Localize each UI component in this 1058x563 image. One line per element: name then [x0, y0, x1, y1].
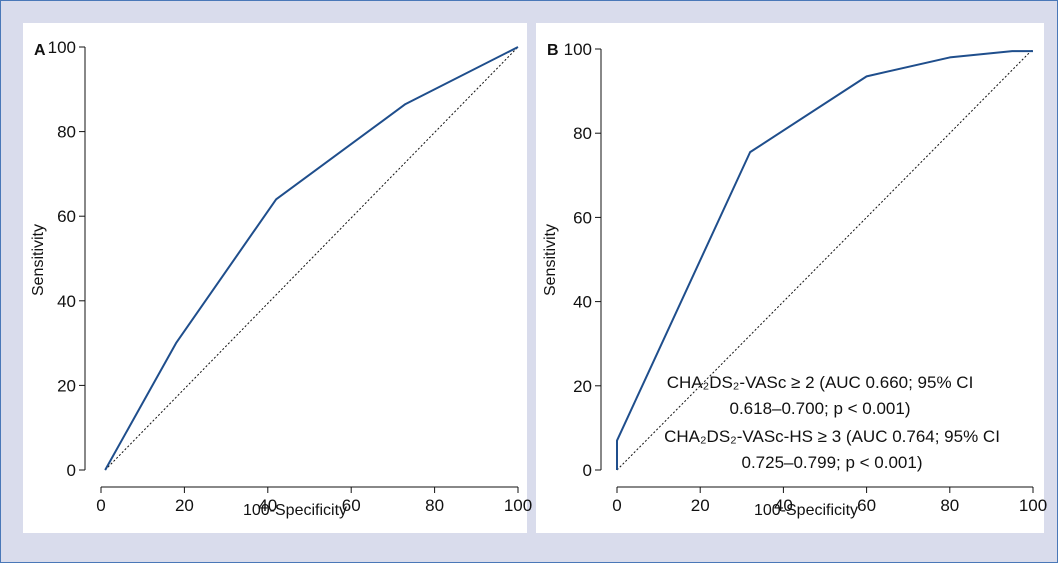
panel-b-y-tick-label: 40 [573, 293, 592, 312]
panel-a-y-tick-label: 40 [57, 292, 76, 311]
panel-b-axes: 0 20 40 60 80 100 0 20 40 60 80 100 [564, 40, 1048, 515]
panel-a-axes: 0 20 40 60 80 100 0 20 40 60 80 100 [48, 38, 533, 515]
panel-b-x-tick-label: 20 [691, 496, 710, 515]
panel-a-x-tick-label: 0 [96, 496, 105, 515]
panel-b-x-tick-label: 60 [857, 496, 876, 515]
panel-b-reference-line [616, 48, 1034, 471]
panel-b-y-tick-label: 0 [583, 461, 592, 480]
panel-b-x-tick-label: 80 [940, 496, 959, 515]
panel-b-x-axis-title: 100-Specificity [754, 502, 858, 519]
panel-a-x-tick-label: 20 [175, 496, 194, 515]
panel-a-label: A [34, 42, 46, 59]
panel-a-background [23, 23, 527, 533]
annotation-line-4: 0.725–0.799; p < 0.001) [741, 453, 922, 472]
panel-b-x-tick-label: 0 [612, 496, 621, 515]
panel-a-x-axis-title: 100-Specificity [243, 502, 347, 519]
panel-a-y-tick-label: 80 [57, 123, 76, 142]
panel-a: A 0 20 40 60 80 100 0 20 40 60 80 100 100-Specifici… [30, 38, 532, 519]
panel-b-y-tick-label: 20 [573, 377, 592, 396]
panel-a-x-tick-label: 80 [425, 496, 444, 515]
panel-a-x-tick-label: 40 [258, 496, 277, 515]
panel-a-x-tick-label: 100 [504, 496, 532, 515]
annotation-line-2: 0.618–0.700; p < 0.001) [729, 399, 910, 418]
panel-b: B 0 20 40 60 80 100 0 20 40 60 80 100 100-Specifici… [542, 40, 1047, 519]
panel-a-roc-curve [104, 46, 519, 471]
panel-b-annotation: CHA₂DS₂-VASc ≥ 2 (AUC 0.660; 95% CI 0.61… [664, 373, 1000, 472]
panel-a-plot-area [104, 46, 519, 471]
panel-b-y-tick-label: 80 [573, 124, 592, 143]
panel-b-plot-area [616, 48, 1034, 471]
panel-a-y-tick-label: 20 [57, 376, 76, 395]
annotation-line-1: CHA₂DS₂-VASc ≥ 2 (AUC 0.660; 95% CI [667, 373, 974, 392]
panel-a-y-axis-title: Sensitivity [30, 224, 47, 296]
panel-b-label: B [547, 42, 559, 59]
panel-b-y-axis-title: Sensitivity [542, 224, 559, 296]
panel-a-y-tick-label: 60 [57, 207, 76, 226]
panel-a-x-tick-label: 60 [342, 496, 361, 515]
panel-a-y-tick-label: 100 [48, 38, 76, 57]
panel-b-y-tick-label: 100 [564, 40, 592, 59]
panel-a-y-tick-label: 0 [67, 461, 76, 480]
panel-b-x-tick-label: 100 [1019, 496, 1047, 515]
panel-b-roc-curve [616, 50, 1033, 470]
panel-b-x-tick-label: 40 [774, 496, 793, 515]
panel-a-reference-line [104, 46, 519, 471]
annotation-line-3: CHA₂DS₂-VASc-HS ≥ 3 (AUC 0.764; 95% CI [664, 427, 1000, 446]
panel-b-y-tick-label: 60 [573, 208, 592, 227]
panel-b-background [536, 23, 1044, 533]
